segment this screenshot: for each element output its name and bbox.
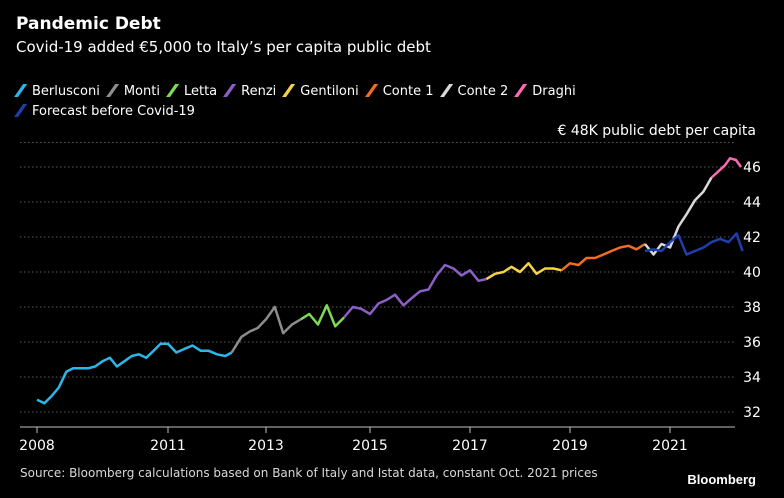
legend-item: Draghi	[514, 82, 576, 102]
legend-item: Forecast before Covid-19	[14, 102, 195, 122]
y-tick-label: 34	[743, 370, 761, 386]
y-tick-label: 42	[743, 230, 761, 246]
series-line-gentiloni	[485, 262, 562, 281]
legend-label: Monti	[123, 84, 160, 99]
legend-label: Letta	[183, 84, 218, 99]
x-axis: 2008 2011 2013 2015 2017 2019 2021	[19, 426, 735, 454]
y-tick-label: 40	[743, 265, 761, 281]
legend-item: Renzi	[223, 82, 277, 102]
legend-item: Conte 2	[439, 82, 509, 102]
y-tick-label: 32	[743, 405, 761, 421]
series-line-conte-1	[560, 242, 646, 272]
legend-label: Conte 2	[457, 84, 509, 99]
legend-label: Forecast before Covid-19	[32, 104, 195, 119]
legend-item: Berlusconi	[14, 82, 100, 102]
gridlines	[20, 142, 735, 413]
series-line-conte-2	[644, 176, 713, 256]
x-tick-label: 2013	[248, 438, 284, 454]
chart-subtitle: Covid-19 added €5,000 to Italy’s per cap…	[16, 38, 431, 56]
series-line-forecast-before-covid-19	[644, 232, 744, 256]
x-tick-label: 2021	[652, 438, 688, 454]
series-line-monti	[230, 305, 302, 354]
legend-item: Letta	[166, 82, 218, 102]
y-tick-label: 46	[743, 160, 761, 176]
bloomberg-logo: Bloomberg	[687, 472, 756, 487]
series-lines	[36, 157, 744, 405]
x-tick-label: 2015	[352, 438, 388, 454]
y-axis: 32 34 36 38 40 42 44 46	[743, 160, 761, 421]
y-tick-label: 44	[743, 195, 761, 211]
legend-item: Conte 1	[364, 82, 434, 102]
legend-label: Renzi	[241, 84, 277, 99]
source-note: Source: Bloomberg calculations based on …	[20, 466, 598, 480]
legend-item: Monti	[105, 82, 160, 102]
legend-item: Gentiloni	[282, 82, 359, 102]
x-tick-label: 2011	[150, 438, 186, 454]
x-tick-label: 2008	[19, 438, 55, 454]
legend-label: Gentiloni	[300, 84, 359, 99]
y-axis-unit-label: € 48K public debt per capita	[557, 123, 756, 139]
y-tick-label: 36	[743, 335, 761, 351]
y-tick-label: 38	[743, 300, 761, 316]
x-tick-label: 2019	[552, 438, 588, 454]
chart-title: Pandemic Debt	[16, 14, 161, 34]
series-line-letta	[300, 304, 345, 328]
x-tick-label: 2017	[452, 438, 488, 454]
legend-label: Conte 1	[382, 84, 434, 99]
series-line-renzi	[343, 263, 487, 319]
legend-label: Draghi	[532, 84, 576, 99]
legend: Berlusconi Monti Letta Renzi Gentiloni Conte …	[14, 82, 716, 122]
series-line-berlusconi	[36, 342, 233, 405]
legend-label: Berlusconi	[32, 84, 100, 99]
series-line-draghi	[710, 157, 743, 179]
